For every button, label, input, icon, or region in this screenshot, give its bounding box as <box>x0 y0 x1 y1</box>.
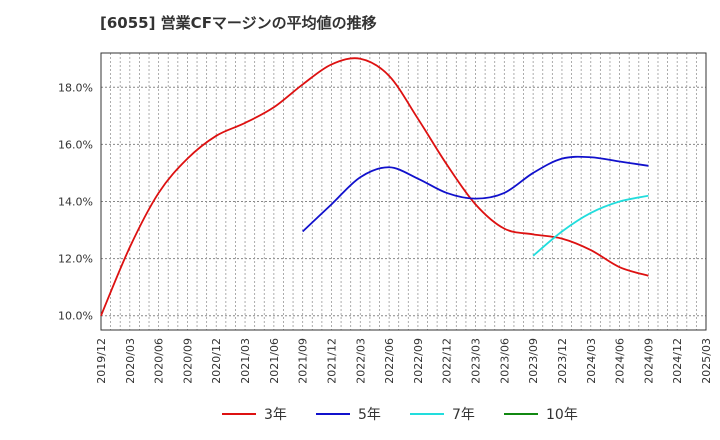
legend-label-2: 5年 <box>358 407 381 423</box>
x-tick-label: 2023/12 <box>556 338 569 384</box>
y-tick-label: 10.0% <box>58 310 93 323</box>
x-tick-label: 2024/03 <box>585 338 598 384</box>
x-tick-label: 2024/09 <box>642 338 655 384</box>
x-tick-label: 2023/09 <box>527 338 540 384</box>
x-tick-label: 2022/09 <box>412 338 425 384</box>
series <box>100 57 649 317</box>
legend-label-3: 7年 <box>452 407 475 423</box>
y-tick-label: 12.0% <box>58 253 93 266</box>
y-tick-label: 14.0% <box>58 195 93 208</box>
y-axis: 10.0% 12.0% 14.0% 16.0% 18.0% <box>58 81 93 322</box>
series-line-1 <box>100 57 649 317</box>
x-tick-label: 2021/06 <box>268 338 281 384</box>
x-tick-label: 2021/03 <box>239 338 252 384</box>
x-tick-label: 2021/09 <box>297 338 310 384</box>
legend-label-4: 10年 <box>546 407 578 423</box>
x-tick-label: 2022/12 <box>441 338 454 384</box>
x-tick-label: 2020/03 <box>124 338 137 384</box>
chart-title: [6055] 営業CFマージンの平均値の推移 <box>100 14 377 32</box>
x-tick-label: 2024/12 <box>671 338 684 384</box>
x-tick-label: 2020/06 <box>153 338 166 384</box>
x-tick-label: 2020/12 <box>210 338 223 384</box>
y-tick-label: 18.0% <box>58 81 93 94</box>
x-tick-label: 2020/09 <box>181 338 194 384</box>
x-tick-label: 2024/06 <box>614 338 627 384</box>
legend: 3年 5年 7年 10年 <box>222 407 578 423</box>
x-tick-label: 2019/12 <box>95 338 108 384</box>
x-tick-label: 2022/06 <box>383 338 396 384</box>
x-tick-label: 2023/06 <box>498 338 511 384</box>
x-tick-label: 2022/03 <box>354 338 367 384</box>
x-tick-label: 2023/03 <box>470 338 483 384</box>
series-line-3 <box>532 194 649 257</box>
x-tick-label: 2021/12 <box>325 338 338 384</box>
series-line-2 <box>302 155 649 233</box>
legend-label-1: 3年 <box>264 407 287 423</box>
plot-area <box>100 52 707 331</box>
grid <box>101 53 706 330</box>
y-tick-label: 16.0% <box>58 138 93 151</box>
x-axis: 2019/12 2020/03 2020/06 2020/09 2020/12 2021/… <box>95 338 713 384</box>
x-tick-label: 2025/03 <box>700 338 713 384</box>
